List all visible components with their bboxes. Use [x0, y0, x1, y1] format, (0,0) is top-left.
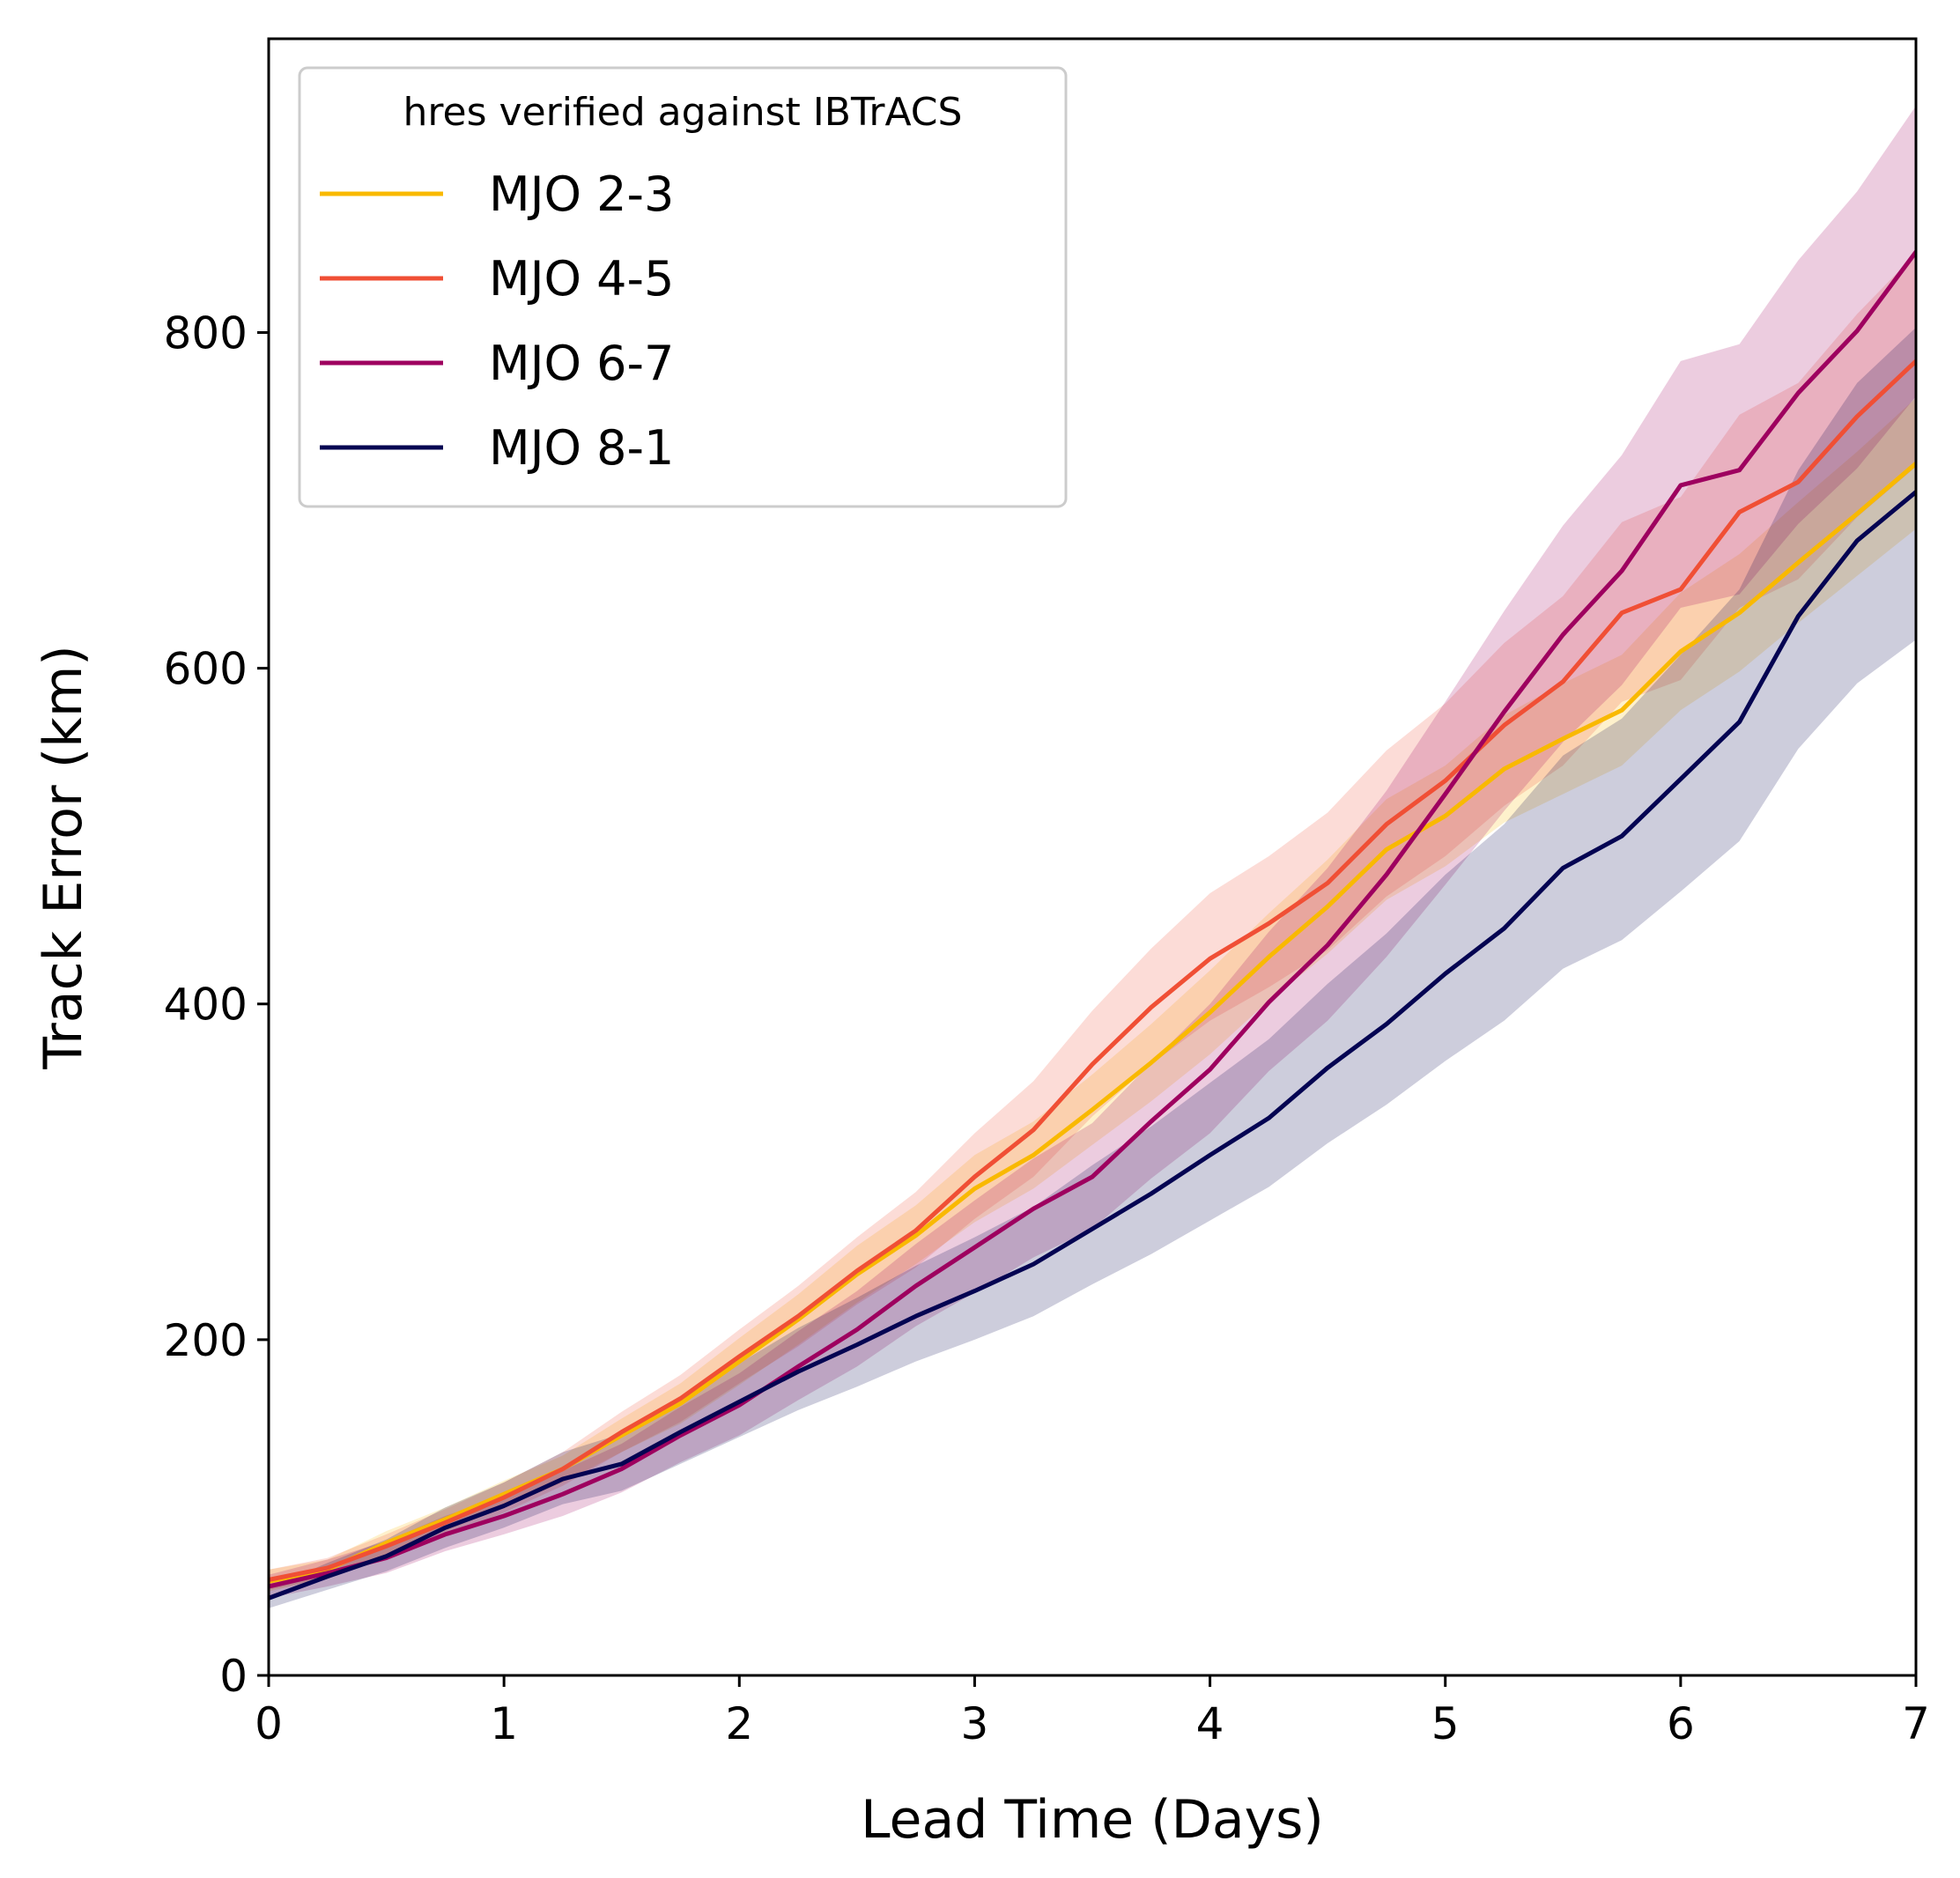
y-tick-label: 400: [164, 980, 248, 1031]
legend: hres verified against IBTrACS MJO 2-3MJO…: [298, 66, 1068, 508]
x-tick-label: 5: [1431, 1698, 1460, 1749]
legend-title: hres verified against IBTrACS: [403, 90, 963, 135]
x-axis-ticks: 0 1 2 3 4 5 6 7: [255, 1675, 1930, 1749]
x-axis-label: Lead Time (Days): [861, 1789, 1324, 1851]
x-tick-label: 2: [725, 1698, 753, 1749]
y-tick-label: 800: [164, 307, 248, 359]
legend-label-mjo-2-3: MJO 2-3: [489, 166, 674, 222]
legend-label-mjo-8-1: MJO 8-1: [489, 420, 674, 476]
plot-frame: [267, 37, 1918, 1677]
x-tick-label: 6: [1667, 1698, 1695, 1749]
line-mjo-4-5: [269, 358, 1916, 1582]
x-tick-label: 7: [1902, 1698, 1930, 1749]
y-axis-ticks: 0 200 400 600 800: [164, 307, 269, 1702]
x-tick-label: 1: [490, 1698, 518, 1749]
x-tick-label: 4: [1196, 1698, 1224, 1749]
legend-label-mjo-6-7: MJO 6-7: [489, 336, 674, 391]
legend-label-mjo-4-5: MJO 4-5: [489, 251, 674, 307]
line-mjo-6-7: [269, 248, 1916, 1589]
legend-entries: MJO 2-3 MJO 4-5 MJO 6-7 MJO 8-1: [320, 166, 674, 476]
x-tick-label: 3: [961, 1698, 989, 1749]
legend-box: [298, 66, 1068, 508]
y-tick-label: 0: [219, 1651, 248, 1702]
y-axis-label: Track Error (km): [33, 645, 94, 1069]
y-tick-label: 600: [164, 644, 248, 695]
y-tick-label: 200: [164, 1315, 248, 1366]
line-mjo-8-1: [269, 489, 1916, 1601]
x-tick-label: 0: [255, 1698, 283, 1749]
series-lines: [269, 248, 1916, 1601]
